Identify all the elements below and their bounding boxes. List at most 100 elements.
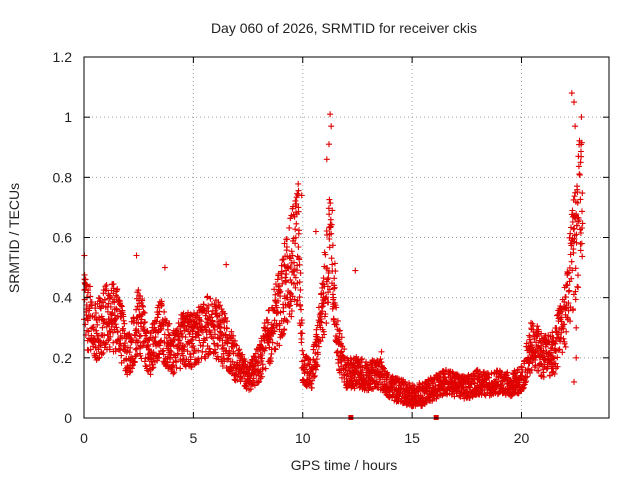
data-point <box>259 355 266 362</box>
data-point <box>573 211 580 218</box>
data-point <box>298 336 305 342</box>
data-point <box>326 196 333 203</box>
data-point <box>168 341 174 348</box>
data-point <box>190 343 197 350</box>
data-point <box>121 320 128 327</box>
data-point <box>326 211 333 218</box>
data-point <box>554 354 561 361</box>
data-point <box>114 286 121 292</box>
data-point <box>571 378 577 385</box>
data-point <box>313 356 320 363</box>
data-point <box>338 334 345 341</box>
data-point <box>498 382 505 389</box>
data-point <box>396 389 403 396</box>
data-point <box>325 275 332 282</box>
data-point <box>214 342 221 349</box>
data-point <box>189 333 196 340</box>
data-point <box>103 282 110 288</box>
data-point <box>314 362 321 369</box>
data-point <box>311 372 318 379</box>
data-point <box>264 316 271 323</box>
data-point <box>534 323 541 330</box>
data-point <box>198 318 205 325</box>
data-point <box>568 275 575 282</box>
data-point <box>283 278 289 285</box>
data-point <box>111 299 118 306</box>
data-point <box>329 261 336 268</box>
data-point <box>328 255 335 262</box>
data-point <box>577 230 584 236</box>
data-point <box>118 302 125 309</box>
data-point <box>318 316 324 322</box>
data-point <box>568 90 575 97</box>
data-point <box>293 200 300 207</box>
data-point <box>574 189 581 195</box>
data-point <box>535 326 542 333</box>
data-point <box>109 309 116 316</box>
data-point <box>287 215 294 222</box>
data-point <box>325 205 332 212</box>
data-point <box>286 303 293 310</box>
data-point <box>97 342 104 349</box>
data-point <box>336 327 343 334</box>
data-point <box>217 302 223 309</box>
data-point <box>106 327 113 334</box>
data-point <box>226 351 233 357</box>
data-point <box>577 247 584 254</box>
data-point <box>385 372 392 378</box>
data-point <box>333 335 340 341</box>
data-point <box>269 339 276 346</box>
data-point <box>319 280 326 287</box>
data-point <box>333 304 340 311</box>
data-point <box>296 294 303 301</box>
data-point <box>576 171 583 178</box>
data-point <box>573 324 580 331</box>
data-point <box>107 294 114 301</box>
data-point <box>164 326 171 333</box>
data-point <box>278 262 285 269</box>
data-point <box>577 196 584 203</box>
data-point <box>334 317 341 324</box>
data-point <box>96 337 102 344</box>
data-point <box>578 139 585 146</box>
data-point <box>562 343 569 350</box>
data-point <box>222 331 229 338</box>
data-point <box>276 322 283 329</box>
data-point <box>260 364 266 371</box>
data-point <box>340 354 347 361</box>
data-point <box>328 221 335 228</box>
data-point <box>187 337 194 344</box>
data-point <box>295 204 302 211</box>
data-point <box>272 346 279 353</box>
x-tick-label: 0 <box>80 430 88 446</box>
data-point <box>202 355 209 362</box>
data-point <box>286 224 293 231</box>
data-point <box>290 203 296 210</box>
data-point <box>327 216 334 223</box>
data-point <box>527 370 534 376</box>
data-point <box>570 249 577 256</box>
data-point <box>140 324 147 330</box>
data-point <box>394 375 401 382</box>
data-point <box>381 365 387 372</box>
data-point <box>564 281 571 288</box>
data-point <box>84 317 91 324</box>
data-point <box>120 325 127 332</box>
data-point <box>97 338 104 345</box>
data-point <box>573 222 580 229</box>
data-point <box>556 346 563 353</box>
data-point <box>239 351 246 358</box>
data-point <box>165 331 172 338</box>
data-point <box>149 321 156 328</box>
data-point <box>324 276 331 283</box>
data-point <box>314 351 321 358</box>
data-point <box>563 328 570 335</box>
data-point <box>155 311 162 318</box>
data-point <box>297 286 304 293</box>
data-point <box>561 340 568 347</box>
data-point <box>279 280 286 287</box>
data-point <box>140 309 147 315</box>
data-point <box>195 359 202 366</box>
data-point <box>322 251 329 258</box>
y-tick-label: 1.2 <box>53 49 73 65</box>
